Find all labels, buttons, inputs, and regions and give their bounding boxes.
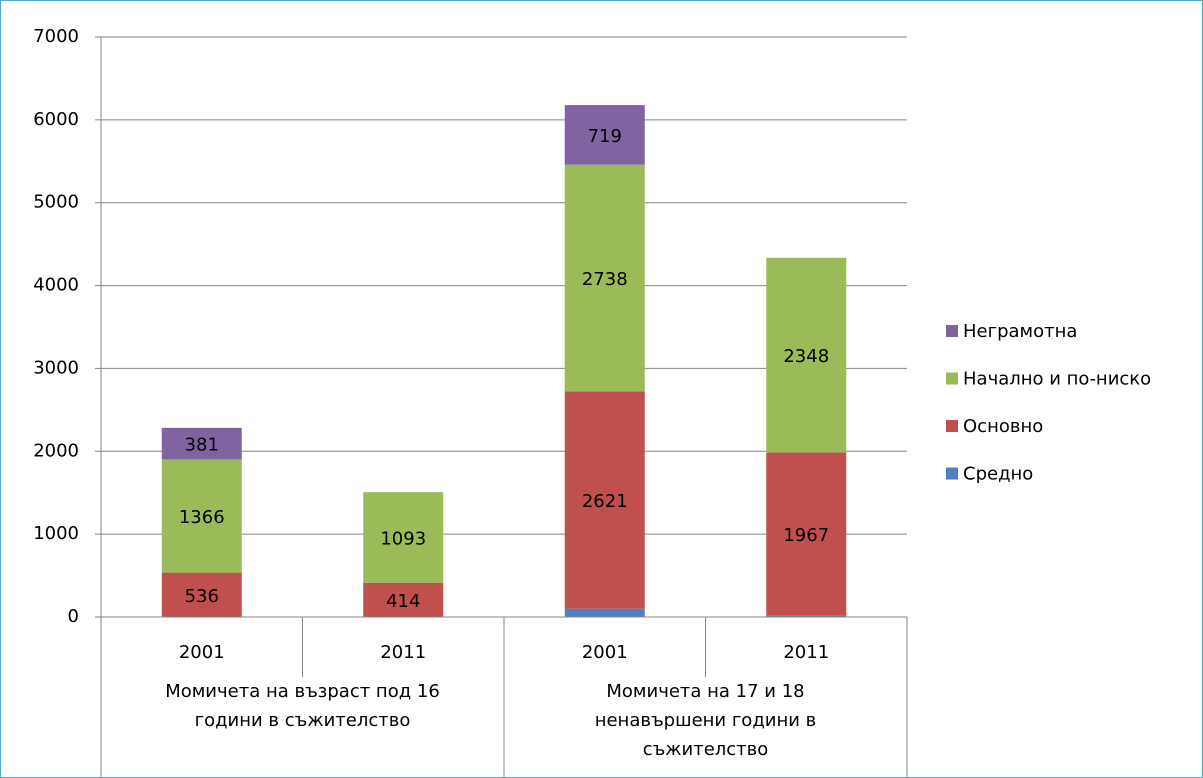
y-tick-label: 3000 <box>33 357 79 378</box>
bar-segment <box>161 427 242 460</box>
group-label: Момичета на възраст под 16 години в съжи… <box>165 681 440 731</box>
bar-segment <box>564 391 645 609</box>
legend-label: Начално и по-ниско <box>963 369 1151 390</box>
x-tick-label: 2001 <box>179 642 225 663</box>
data-label: 2738 <box>582 269 628 290</box>
group-label: Момичета на 17 и 18 ненавършени години в… <box>594 681 817 760</box>
data-label: 414 <box>386 591 420 612</box>
x-tick-label: 2001 <box>582 642 628 663</box>
data-label: 2348 <box>783 346 829 367</box>
bar-segment <box>161 459 242 573</box>
bar-segment <box>766 257 847 453</box>
legend-swatch <box>946 372 958 385</box>
bar-segment <box>564 608 645 617</box>
legend-swatch <box>946 420 958 432</box>
data-label: 1366 <box>179 507 225 528</box>
x-tick-label: 2011 <box>380 642 426 663</box>
data-label: 1967 <box>783 525 829 546</box>
bar-segment <box>766 452 847 616</box>
data-label: 2621 <box>582 491 628 512</box>
y-tick-label: 6000 <box>33 109 79 130</box>
bar-segment <box>161 572 242 617</box>
y-tick-label: 5000 <box>33 192 79 213</box>
y-tick-label: 2000 <box>33 440 79 461</box>
legend-label: Основно <box>963 416 1043 437</box>
bar-segment <box>363 492 444 583</box>
bar-segment <box>564 105 645 165</box>
data-label: 719 <box>588 126 622 147</box>
data-label: 1093 <box>380 528 426 549</box>
legend-swatch <box>946 325 958 337</box>
x-tick-label: 2011 <box>783 642 829 663</box>
bar-segment <box>766 615 847 617</box>
legend-swatch <box>946 467 958 480</box>
legend-label: Неграмотна <box>963 321 1077 342</box>
legend-label: Средно <box>963 464 1033 485</box>
y-tick-label: 1000 <box>33 523 79 544</box>
y-tick-label: 0 <box>68 606 79 627</box>
data-label: 381 <box>185 435 219 456</box>
y-tick-label: 7000 <box>33 26 79 47</box>
bar-segment <box>363 582 444 617</box>
bar-segment <box>564 164 645 392</box>
y-tick-label: 4000 <box>33 275 79 296</box>
data-label: 536 <box>185 586 219 607</box>
